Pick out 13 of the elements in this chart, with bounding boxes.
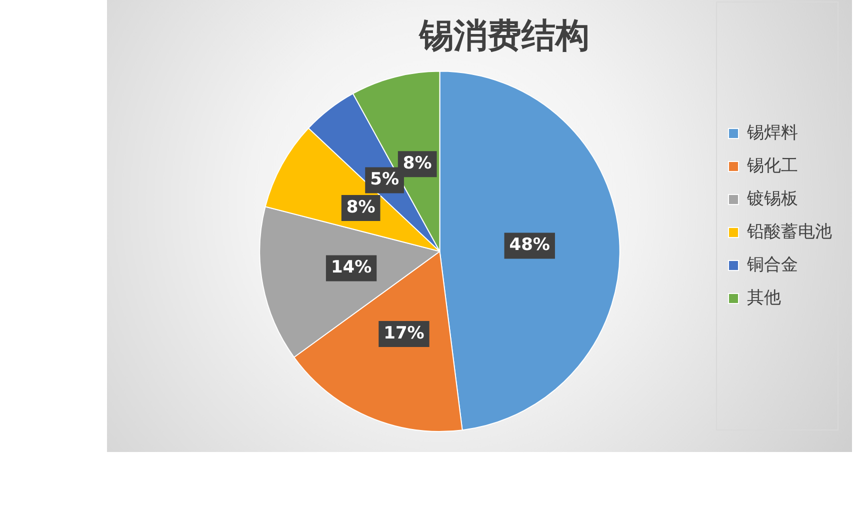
legend-label: 铅酸蓄电池 [746,222,832,242]
data-label: 5% [370,170,399,190]
data-label: 17% [384,323,424,344]
text: 锡消费结构 [418,16,590,56]
legend-label: 锡化工 [746,156,798,176]
data-label: 48% [509,235,550,256]
data-label: 8% [402,154,432,174]
data-label: 8% [346,197,376,218]
legend-label: 锡焊料 [746,122,798,143]
data-label: 14% [330,258,372,278]
legend-label: 镀锡板 [746,188,798,209]
legend-label: 其他 [747,288,781,308]
legend-label: 铜合金 [746,254,798,275]
